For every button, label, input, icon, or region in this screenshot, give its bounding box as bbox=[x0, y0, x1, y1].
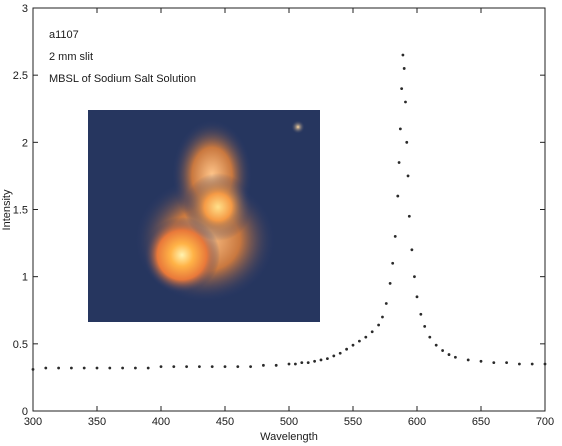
data-point bbox=[454, 355, 457, 359]
x-tick-label: 450 bbox=[216, 416, 234, 428]
data-point bbox=[415, 295, 419, 299]
data-point bbox=[441, 349, 444, 352]
data-point bbox=[345, 347, 348, 351]
annotation-slit: 2 mm slit bbox=[49, 51, 93, 63]
annotation-description: MBSL of Sodium Salt Solution bbox=[49, 73, 196, 85]
x-tick-label: 500 bbox=[280, 416, 298, 428]
x-tick-label: 550 bbox=[344, 416, 362, 428]
y-tick-label: 1.5 bbox=[13, 205, 28, 217]
data-point bbox=[398, 127, 402, 131]
data-point bbox=[530, 362, 534, 366]
data-point bbox=[44, 366, 48, 370]
data-point bbox=[505, 361, 508, 365]
data-point bbox=[405, 140, 409, 144]
data-point bbox=[428, 335, 432, 339]
data-point bbox=[300, 361, 304, 365]
x-tick-label: 350 bbox=[88, 416, 106, 428]
data-point bbox=[319, 358, 323, 362]
data-point bbox=[423, 324, 427, 328]
data-point bbox=[70, 366, 73, 370]
data-point bbox=[210, 365, 214, 369]
data-point bbox=[397, 161, 401, 164]
data-point bbox=[377, 323, 380, 327]
data-point bbox=[306, 361, 310, 365]
data-point bbox=[447, 353, 451, 356]
data-point bbox=[406, 174, 410, 178]
data-point bbox=[396, 194, 400, 198]
data-point bbox=[393, 234, 397, 238]
data-point bbox=[413, 275, 416, 279]
axis-ticks: 300 350 400 450 500 550 600 650 700 0 0.5 1 1.5 2 2.5 3 bbox=[13, 3, 554, 428]
data-point bbox=[108, 366, 112, 370]
data-point bbox=[402, 67, 406, 70]
data-point bbox=[370, 330, 374, 334]
data-point bbox=[400, 87, 404, 90]
data-point bbox=[479, 359, 483, 363]
data-point bbox=[287, 362, 291, 366]
data-point bbox=[410, 248, 414, 252]
y-tick-label: 3 bbox=[22, 3, 28, 15]
data-point bbox=[274, 363, 278, 367]
data-point bbox=[57, 366, 60, 370]
data-point bbox=[121, 366, 124, 370]
data-point bbox=[338, 351, 342, 355]
data-point bbox=[384, 302, 388, 305]
y-tick-label: 0.5 bbox=[13, 339, 28, 351]
inset-bubble-photo bbox=[88, 110, 320, 322]
x-axis-title: Wavelength bbox=[260, 431, 318, 443]
data-point bbox=[82, 366, 86, 370]
data-point bbox=[159, 365, 163, 369]
data-point bbox=[391, 261, 395, 265]
data-point bbox=[332, 354, 336, 358]
data-point bbox=[401, 53, 405, 57]
y-tick-label: 1 bbox=[22, 272, 28, 284]
data-point bbox=[313, 359, 316, 363]
data-point bbox=[351, 343, 355, 347]
data-point bbox=[364, 335, 368, 339]
x-tick-label: 650 bbox=[472, 416, 490, 428]
data-point bbox=[543, 362, 547, 366]
data-point bbox=[358, 339, 361, 343]
data-point bbox=[381, 315, 384, 319]
data-point bbox=[294, 362, 297, 366]
x-tick-label: 400 bbox=[152, 416, 170, 428]
y-tick-label: 2 bbox=[22, 137, 28, 149]
x-tick-label: 300 bbox=[24, 416, 42, 428]
data-point bbox=[185, 365, 189, 369]
data-point bbox=[404, 100, 407, 104]
y-tick-label: 2.5 bbox=[13, 70, 28, 82]
annotation-id: a1107 bbox=[49, 29, 79, 41]
data-point bbox=[407, 214, 411, 218]
data-point bbox=[31, 367, 35, 371]
data-point bbox=[236, 365, 240, 369]
data-point bbox=[249, 365, 253, 369]
x-tick-label: 600 bbox=[408, 416, 426, 428]
data-point bbox=[434, 343, 438, 347]
data-point bbox=[172, 365, 176, 369]
data-point bbox=[95, 366, 99, 370]
data-point bbox=[146, 366, 150, 370]
data-point bbox=[518, 362, 521, 366]
data-point bbox=[492, 361, 496, 365]
data-point bbox=[388, 281, 392, 285]
data-point bbox=[198, 365, 201, 369]
data-point bbox=[134, 366, 137, 370]
data-point bbox=[262, 363, 265, 367]
data-point bbox=[419, 312, 423, 316]
data-point bbox=[223, 365, 227, 369]
y-axis-title: Intensity bbox=[1, 189, 13, 230]
data-points bbox=[31, 53, 547, 371]
x-tick-label: 700 bbox=[536, 416, 554, 428]
data-point bbox=[466, 358, 470, 362]
y-tick-label: 0 bbox=[22, 406, 28, 418]
data-point bbox=[326, 357, 329, 361]
